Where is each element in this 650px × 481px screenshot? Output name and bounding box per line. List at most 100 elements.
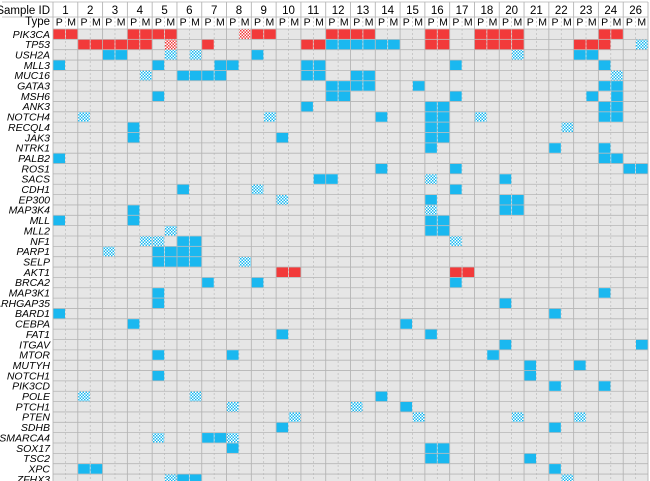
mutation-cell bbox=[598, 60, 611, 70]
mutation-cell bbox=[499, 29, 512, 39]
mutation-cell bbox=[189, 236, 202, 246]
mutation-cell bbox=[512, 29, 524, 39]
mutation-cell bbox=[152, 257, 165, 267]
mutation-cell bbox=[499, 298, 512, 309]
mutation-cell bbox=[251, 50, 264, 60]
gene-label: MUC16 bbox=[14, 70, 50, 82]
mutation-cell bbox=[437, 112, 450, 122]
mutation-cell bbox=[598, 143, 611, 153]
sample-id-header: Sample ID bbox=[0, 5, 50, 17]
sample-id-label: 6 bbox=[186, 5, 192, 17]
mutation-cell bbox=[78, 39, 90, 50]
type-label: P bbox=[502, 17, 509, 29]
sample-id-label: 1 bbox=[62, 5, 68, 17]
mutation-cell bbox=[301, 70, 313, 81]
mutation-cell bbox=[487, 29, 499, 39]
mutation-cell bbox=[276, 422, 289, 433]
sample-id-label: 24 bbox=[604, 5, 617, 17]
gene-label: MTOR bbox=[19, 350, 50, 362]
mutation-cell bbox=[549, 464, 561, 474]
mutation-cell bbox=[437, 453, 450, 464]
mutation-cell bbox=[313, 174, 326, 184]
mutation-cell bbox=[350, 402, 363, 412]
gene-label: PTEN bbox=[22, 412, 50, 424]
mutation-cell bbox=[326, 29, 338, 39]
gene-label: NTRK1 bbox=[16, 143, 50, 155]
type-label: P bbox=[353, 17, 360, 29]
gene-label: AKT1 bbox=[23, 267, 50, 279]
type-label: M bbox=[290, 17, 299, 29]
mutation-cell bbox=[598, 39, 611, 50]
type-label: P bbox=[378, 17, 385, 29]
gene-label: SMARCA4 bbox=[0, 432, 50, 444]
mutation-cell bbox=[164, 474, 177, 481]
mutation-cell bbox=[375, 39, 388, 50]
gene-label: SOX17 bbox=[16, 443, 51, 455]
type-label: P bbox=[155, 17, 162, 29]
mutation-cell bbox=[338, 81, 351, 91]
mutation-cell bbox=[598, 101, 611, 112]
gene-label: NOTCH1 bbox=[7, 370, 50, 382]
mutation-cell bbox=[338, 29, 351, 39]
mutation-cell bbox=[65, 29, 78, 39]
mutation-cell bbox=[499, 339, 512, 350]
sample-id-label: 2 bbox=[87, 5, 93, 17]
sample-id-label: 22 bbox=[555, 5, 568, 17]
type-label: M bbox=[439, 17, 448, 29]
mutation-cell bbox=[127, 215, 140, 226]
gene-label: PTCH1 bbox=[16, 401, 50, 413]
mutation-cell bbox=[425, 143, 437, 153]
mutation-cell bbox=[437, 39, 450, 50]
mutation-cell bbox=[437, 226, 450, 236]
mutation-cell bbox=[499, 174, 512, 184]
mutation-cell bbox=[586, 50, 599, 60]
gene-label: SDHB bbox=[21, 422, 50, 434]
mutation-cell bbox=[611, 70, 623, 81]
type-label: M bbox=[489, 17, 498, 29]
mutation-cell bbox=[326, 39, 338, 50]
mutation-cell bbox=[524, 453, 537, 464]
mutation-cell bbox=[177, 246, 189, 257]
sample-id-label: 17 bbox=[456, 5, 469, 17]
mutation-cell bbox=[102, 39, 115, 50]
mutation-cell bbox=[189, 257, 202, 267]
label-layer: Sample ID Type 1P M2P M3P M4P M5P M6P M7P M8P M9… bbox=[0, 5, 646, 481]
mutation-cell bbox=[450, 236, 462, 246]
mutation-cell bbox=[425, 122, 437, 133]
mutation-cell bbox=[487, 39, 499, 50]
gene-label: CEBPA bbox=[15, 319, 50, 331]
mutation-cell bbox=[375, 112, 388, 122]
mutation-cell bbox=[437, 215, 450, 226]
sample-id-label: 9 bbox=[261, 5, 267, 17]
mutation-cell bbox=[152, 288, 165, 298]
gene-label: TSC2 bbox=[23, 453, 50, 465]
gene-label: PALB2 bbox=[18, 153, 50, 165]
type-label: M bbox=[613, 17, 622, 29]
mutation-cell bbox=[549, 381, 561, 391]
mutation-cell bbox=[90, 464, 103, 474]
mutation-cell bbox=[350, 29, 363, 39]
mutation-cell bbox=[78, 112, 90, 122]
mutation-cell bbox=[127, 319, 140, 329]
gene-label: MLL3 bbox=[24, 60, 50, 72]
gene-label: BRCA2 bbox=[15, 277, 50, 289]
mutation-cell bbox=[425, 215, 437, 226]
type-label: M bbox=[241, 17, 250, 29]
mutation-cell bbox=[611, 112, 623, 122]
mutation-cell bbox=[313, 39, 326, 50]
mutation-cell bbox=[425, 174, 437, 184]
mutation-cell bbox=[276, 329, 289, 340]
mutation-cell bbox=[363, 70, 375, 81]
mutation-cell bbox=[598, 81, 611, 91]
mutation-cell bbox=[425, 39, 437, 50]
mutation-cell bbox=[611, 29, 623, 39]
mutation-cell bbox=[574, 39, 586, 50]
mutation-cell bbox=[251, 184, 264, 195]
mutation-cell bbox=[598, 29, 611, 39]
gene-label: CDH1 bbox=[21, 184, 50, 196]
mutation-cell bbox=[177, 257, 189, 267]
mutation-cell bbox=[437, 29, 450, 39]
mutation-cell bbox=[474, 29, 487, 39]
type-label: P bbox=[527, 17, 534, 29]
